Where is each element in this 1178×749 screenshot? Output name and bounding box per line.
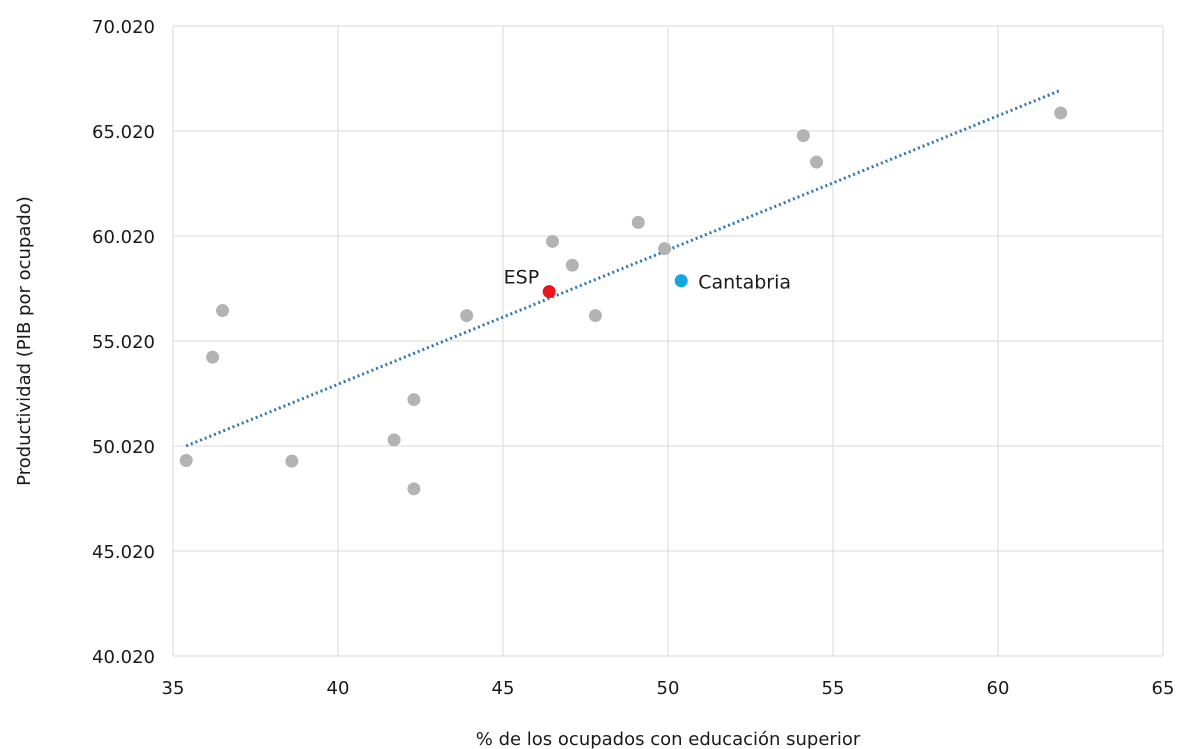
data-point [387, 433, 401, 447]
data-point [796, 129, 810, 143]
y-tick-label: 40.020 [92, 647, 155, 668]
data-point [1054, 106, 1068, 120]
data-point [588, 309, 602, 323]
y-axis-ticks: 40.020 45.020 50.020 55.020 60.020 65.020 70.0… [92, 17, 155, 668]
y-axis-title: Productividad (PIB por ocupado) [14, 196, 35, 486]
trendline [185, 88, 1062, 448]
data-point [407, 482, 421, 496]
x-axis-ticks: 35 40 45 50 55 60 65 [162, 678, 1175, 699]
y-tick-label: 55.020 [92, 332, 155, 353]
x-tick-label: 50 [657, 678, 680, 699]
point-label-esp: ESP [504, 267, 540, 289]
data-point [285, 454, 299, 468]
data-point [206, 350, 220, 364]
data-point [216, 304, 229, 318]
y-tick-label: 45.020 [92, 542, 155, 563]
data-point [631, 215, 645, 229]
data-points [179, 106, 1068, 496]
x-tick-label: 35 [162, 678, 185, 699]
x-tick-label: 60 [987, 678, 1010, 699]
y-tick-label: 60.020 [92, 227, 155, 248]
y-tick-label: 65.020 [92, 122, 155, 143]
x-axis-title: % de los ocupados con educación superior [476, 729, 861, 749]
data-point-esp [542, 285, 556, 299]
y-tick-label: 50.020 [92, 437, 155, 458]
data-point [658, 242, 672, 256]
data-point [810, 155, 823, 169]
x-tick-label: 40 [327, 678, 350, 699]
point-label-cantabria: Cantabria [698, 272, 791, 294]
y-tick-label: 70.020 [92, 17, 155, 38]
x-tick-label: 65 [1152, 678, 1175, 699]
x-tick-label: 55 [822, 678, 845, 699]
point-labels: ESP Cantabria [504, 267, 791, 294]
data-point [460, 309, 474, 323]
x-tick-label: 45 [492, 678, 515, 699]
data-point [565, 258, 579, 272]
gridlines [172, 25, 1164, 657]
data-point [179, 453, 193, 467]
data-point-cantabria [674, 274, 688, 288]
data-point [546, 234, 559, 248]
data-point [407, 393, 421, 407]
